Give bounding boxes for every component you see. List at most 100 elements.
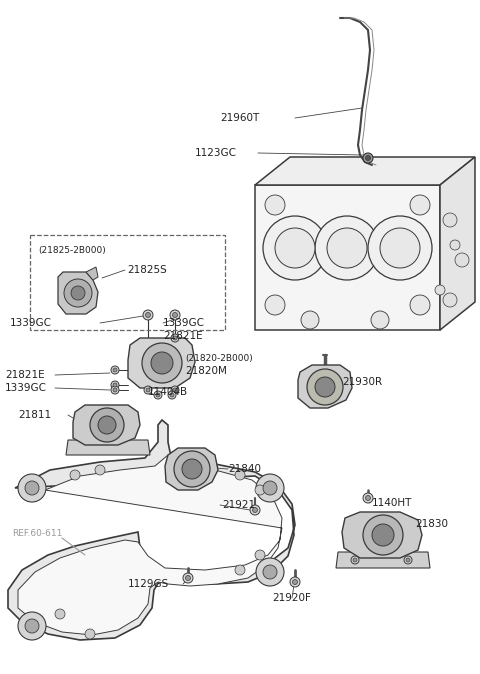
Circle shape (154, 391, 162, 399)
Circle shape (143, 310, 153, 320)
Circle shape (443, 213, 457, 227)
Text: 21811: 21811 (18, 410, 51, 420)
Circle shape (142, 343, 182, 383)
Polygon shape (298, 365, 352, 408)
Circle shape (290, 577, 300, 587)
Circle shape (173, 336, 177, 340)
Circle shape (404, 556, 412, 564)
Circle shape (435, 285, 445, 295)
Text: 11404B: 11404B (148, 387, 188, 397)
Circle shape (368, 216, 432, 280)
Circle shape (95, 465, 105, 475)
Circle shape (315, 377, 335, 397)
Circle shape (410, 295, 430, 315)
Circle shape (113, 388, 117, 392)
Circle shape (113, 368, 117, 372)
Circle shape (170, 393, 174, 397)
Circle shape (70, 470, 80, 480)
Polygon shape (255, 185, 440, 330)
Circle shape (170, 310, 180, 320)
Circle shape (255, 485, 265, 495)
Circle shape (25, 619, 39, 633)
Circle shape (172, 313, 178, 317)
Text: 1129GS: 1129GS (128, 579, 169, 589)
Circle shape (174, 451, 210, 487)
Polygon shape (128, 338, 195, 388)
Circle shape (90, 408, 124, 442)
Text: 21830: 21830 (415, 519, 448, 529)
Circle shape (235, 470, 245, 480)
Circle shape (171, 334, 179, 342)
Circle shape (263, 565, 277, 579)
Polygon shape (58, 272, 98, 314)
Circle shape (371, 311, 389, 329)
Circle shape (315, 216, 379, 280)
Polygon shape (440, 157, 475, 330)
Bar (30, 235, 225, 330)
Text: 21820M: 21820M (185, 366, 227, 376)
Circle shape (250, 505, 260, 515)
Circle shape (64, 279, 92, 307)
Circle shape (111, 381, 119, 389)
Circle shape (406, 558, 410, 562)
Circle shape (55, 609, 65, 619)
Circle shape (183, 573, 193, 583)
Circle shape (263, 216, 327, 280)
Circle shape (365, 495, 371, 501)
Circle shape (98, 416, 116, 434)
Circle shape (85, 629, 95, 639)
Circle shape (113, 383, 117, 387)
Text: (21825-2B000): (21825-2B000) (38, 245, 106, 255)
Polygon shape (66, 440, 150, 455)
Circle shape (455, 253, 469, 267)
Circle shape (18, 612, 46, 640)
Circle shape (301, 311, 319, 329)
Circle shape (71, 286, 85, 300)
Circle shape (275, 228, 315, 268)
Text: 21960T: 21960T (220, 113, 259, 123)
Circle shape (363, 493, 373, 503)
Text: 21930R: 21930R (342, 377, 382, 387)
Circle shape (151, 352, 173, 374)
Circle shape (363, 515, 403, 555)
Circle shape (111, 386, 119, 394)
Circle shape (443, 293, 457, 307)
Circle shape (111, 366, 119, 374)
Text: (21820-2B000): (21820-2B000) (185, 353, 253, 363)
Circle shape (365, 156, 371, 160)
Circle shape (171, 386, 179, 394)
Text: 21920F: 21920F (272, 593, 311, 603)
Text: REF.60-611: REF.60-611 (12, 530, 62, 539)
Circle shape (18, 474, 46, 502)
Circle shape (353, 558, 357, 562)
Circle shape (173, 388, 177, 392)
Text: 1339GC: 1339GC (163, 318, 205, 328)
Text: 21840: 21840 (228, 464, 261, 474)
Text: 1140HT: 1140HT (372, 498, 412, 508)
Circle shape (255, 550, 265, 560)
Circle shape (185, 576, 191, 580)
Circle shape (265, 295, 285, 315)
Polygon shape (18, 455, 282, 635)
Circle shape (145, 313, 151, 317)
Circle shape (450, 240, 460, 250)
Text: 21821E: 21821E (163, 331, 203, 341)
Circle shape (25, 481, 39, 495)
Circle shape (380, 228, 420, 268)
Text: 1339GC: 1339GC (10, 318, 52, 328)
Polygon shape (165, 448, 218, 490)
Polygon shape (255, 157, 475, 185)
Polygon shape (73, 405, 140, 445)
Text: 1123GC: 1123GC (195, 148, 237, 158)
Circle shape (307, 369, 343, 405)
Circle shape (410, 195, 430, 215)
Circle shape (351, 556, 359, 564)
Circle shape (235, 565, 245, 575)
Text: 21821E: 21821E (5, 370, 45, 380)
Polygon shape (336, 552, 430, 568)
Circle shape (256, 558, 284, 586)
Polygon shape (86, 267, 98, 280)
Circle shape (327, 228, 367, 268)
Text: 21921: 21921 (222, 500, 255, 510)
Circle shape (182, 459, 202, 479)
